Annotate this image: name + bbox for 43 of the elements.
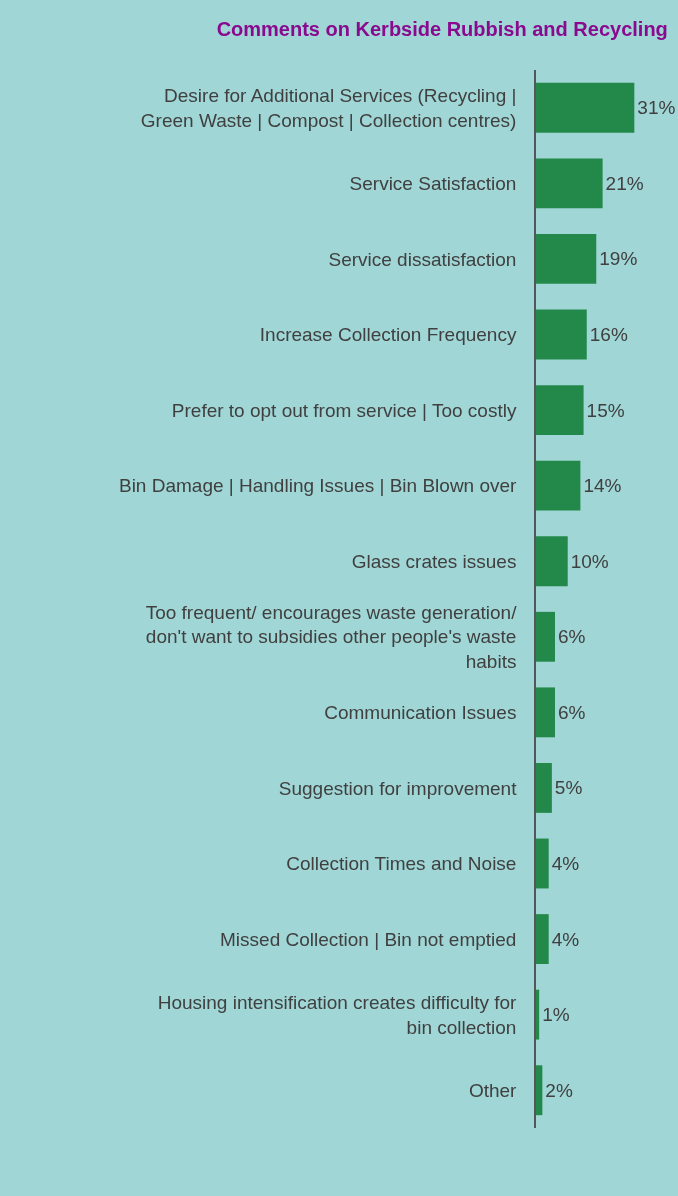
y-tick-label: Other — [468, 1079, 518, 1101]
bar — [536, 385, 584, 436]
chart-title: Comments on Kerbside Rubbish and Recycling — [216, 17, 668, 40]
bar — [536, 460, 581, 511]
data-label: 4% — [551, 928, 580, 950]
data-label: 21% — [605, 172, 644, 194]
data-label: 15% — [586, 399, 625, 421]
data-label: 14% — [583, 475, 622, 497]
y-tick-label: Glass crates issues — [351, 550, 517, 572]
bar — [536, 989, 540, 1040]
y-tick-label: Desire for Additional Services (Recycling | Green Waste | Compost | Collection centres) — [140, 85, 517, 131]
data-label: 31% — [637, 97, 676, 119]
data-label: 5% — [554, 777, 583, 799]
y-tick-label: Missed Collection | Bin not emptied — [220, 928, 517, 950]
bar — [536, 82, 635, 133]
bar — [536, 233, 597, 284]
data-label: 10% — [570, 550, 609, 572]
y-tick-label: Service Satisfaction — [349, 173, 517, 195]
y-tick-label: Communication Issues — [324, 702, 517, 724]
bar — [536, 158, 603, 209]
data-label: 16% — [589, 324, 628, 345]
y-tick-label: Service dissatisfaction — [328, 248, 517, 270]
y-tick-label: Increase Collection Frequency — [259, 324, 517, 346]
bar — [536, 838, 549, 889]
bar — [536, 762, 552, 813]
bar — [536, 611, 556, 662]
y-tick-label: Suggestion for improvement — [278, 777, 518, 799]
data-label: 2% — [545, 1079, 573, 1101]
data-label: 6% — [558, 701, 586, 723]
bar — [536, 1065, 543, 1116]
bar — [536, 309, 587, 360]
data-label: 6% — [558, 626, 586, 648]
y-tick-label: Bin Damage | Handling Issues | Bin Blown over — [118, 475, 518, 497]
data-label: 1% — [542, 1004, 570, 1026]
bar — [536, 536, 568, 587]
bar — [536, 914, 549, 965]
bar — [536, 687, 556, 738]
y-tick-label: Prefer to opt out from service | Too costly — [171, 399, 517, 421]
y-tick-label: Collection Times and Noise — [286, 853, 517, 875]
data-label: 4% — [551, 853, 580, 874]
y-tick-label: Housing intensification creates difficulty for bin collection — [157, 991, 518, 1038]
data-label: 19% — [599, 248, 638, 270]
y-tick-label: Too frequent/ encourages waste generation/ don't want to subsidies other people's waste habits — [145, 601, 518, 673]
